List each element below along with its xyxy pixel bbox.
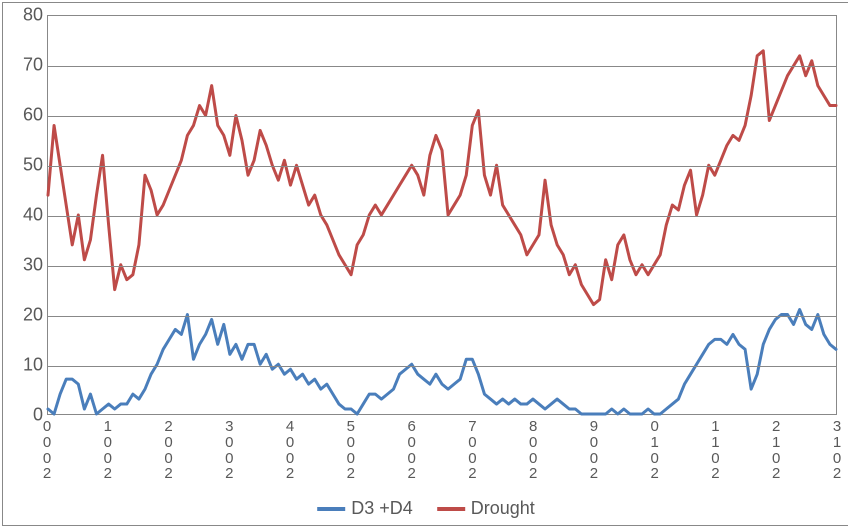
chart-container: 0 10 20 30 40 50 60 70 80 0 0 0 2 1 0 0 2 2 0 0 2 3… xyxy=(2,2,848,526)
y-tick-label: 70 xyxy=(7,55,43,76)
x-tick-label: 0 1 0 2 xyxy=(651,419,659,482)
x-tick-label: 9 0 0 2 xyxy=(590,419,598,482)
legend-label-drought: Drought xyxy=(471,498,535,519)
x-tick-label: 2 0 0 2 xyxy=(164,419,172,482)
x-tick-label: 8 0 0 2 xyxy=(529,419,537,482)
y-tick-label: 30 xyxy=(7,255,43,276)
x-tick-label: 1 0 0 2 xyxy=(104,419,112,482)
legend: D3 +D4 Drought xyxy=(317,498,535,519)
y-tick-label: 20 xyxy=(7,305,43,326)
legend-label-d3d4: D3 +D4 xyxy=(351,498,413,519)
series-line xyxy=(48,310,836,414)
y-tick-label: 50 xyxy=(7,155,43,176)
x-tick-label: 3 1 0 2 xyxy=(833,419,841,482)
legend-item-drought: Drought xyxy=(437,498,535,519)
y-tick-label: 40 xyxy=(7,205,43,226)
legend-swatch-d3d4 xyxy=(317,507,345,511)
x-tick-label: 1 1 0 2 xyxy=(711,419,719,482)
x-tick-label: 3 0 0 2 xyxy=(225,419,233,482)
y-tick-label: 80 xyxy=(7,5,43,26)
x-tick-label: 2 1 0 2 xyxy=(772,419,780,482)
legend-item-d3d4: D3 +D4 xyxy=(317,498,413,519)
legend-swatch-drought xyxy=(437,507,465,511)
chart-lines xyxy=(48,16,836,414)
x-tick-label: 4 0 0 2 xyxy=(286,419,294,482)
y-tick-label: 0 xyxy=(7,405,43,426)
x-tick-label: 7 0 0 2 xyxy=(468,419,476,482)
plot-area xyxy=(47,15,837,415)
x-tick-label: 6 0 0 2 xyxy=(407,419,415,482)
y-tick-label: 60 xyxy=(7,105,43,126)
x-tick-label: 0 0 0 2 xyxy=(43,419,51,482)
x-tick-label: 5 0 0 2 xyxy=(347,419,355,482)
y-axis-labels: 01020304050607080 xyxy=(3,15,47,415)
y-tick-label: 10 xyxy=(7,355,43,376)
